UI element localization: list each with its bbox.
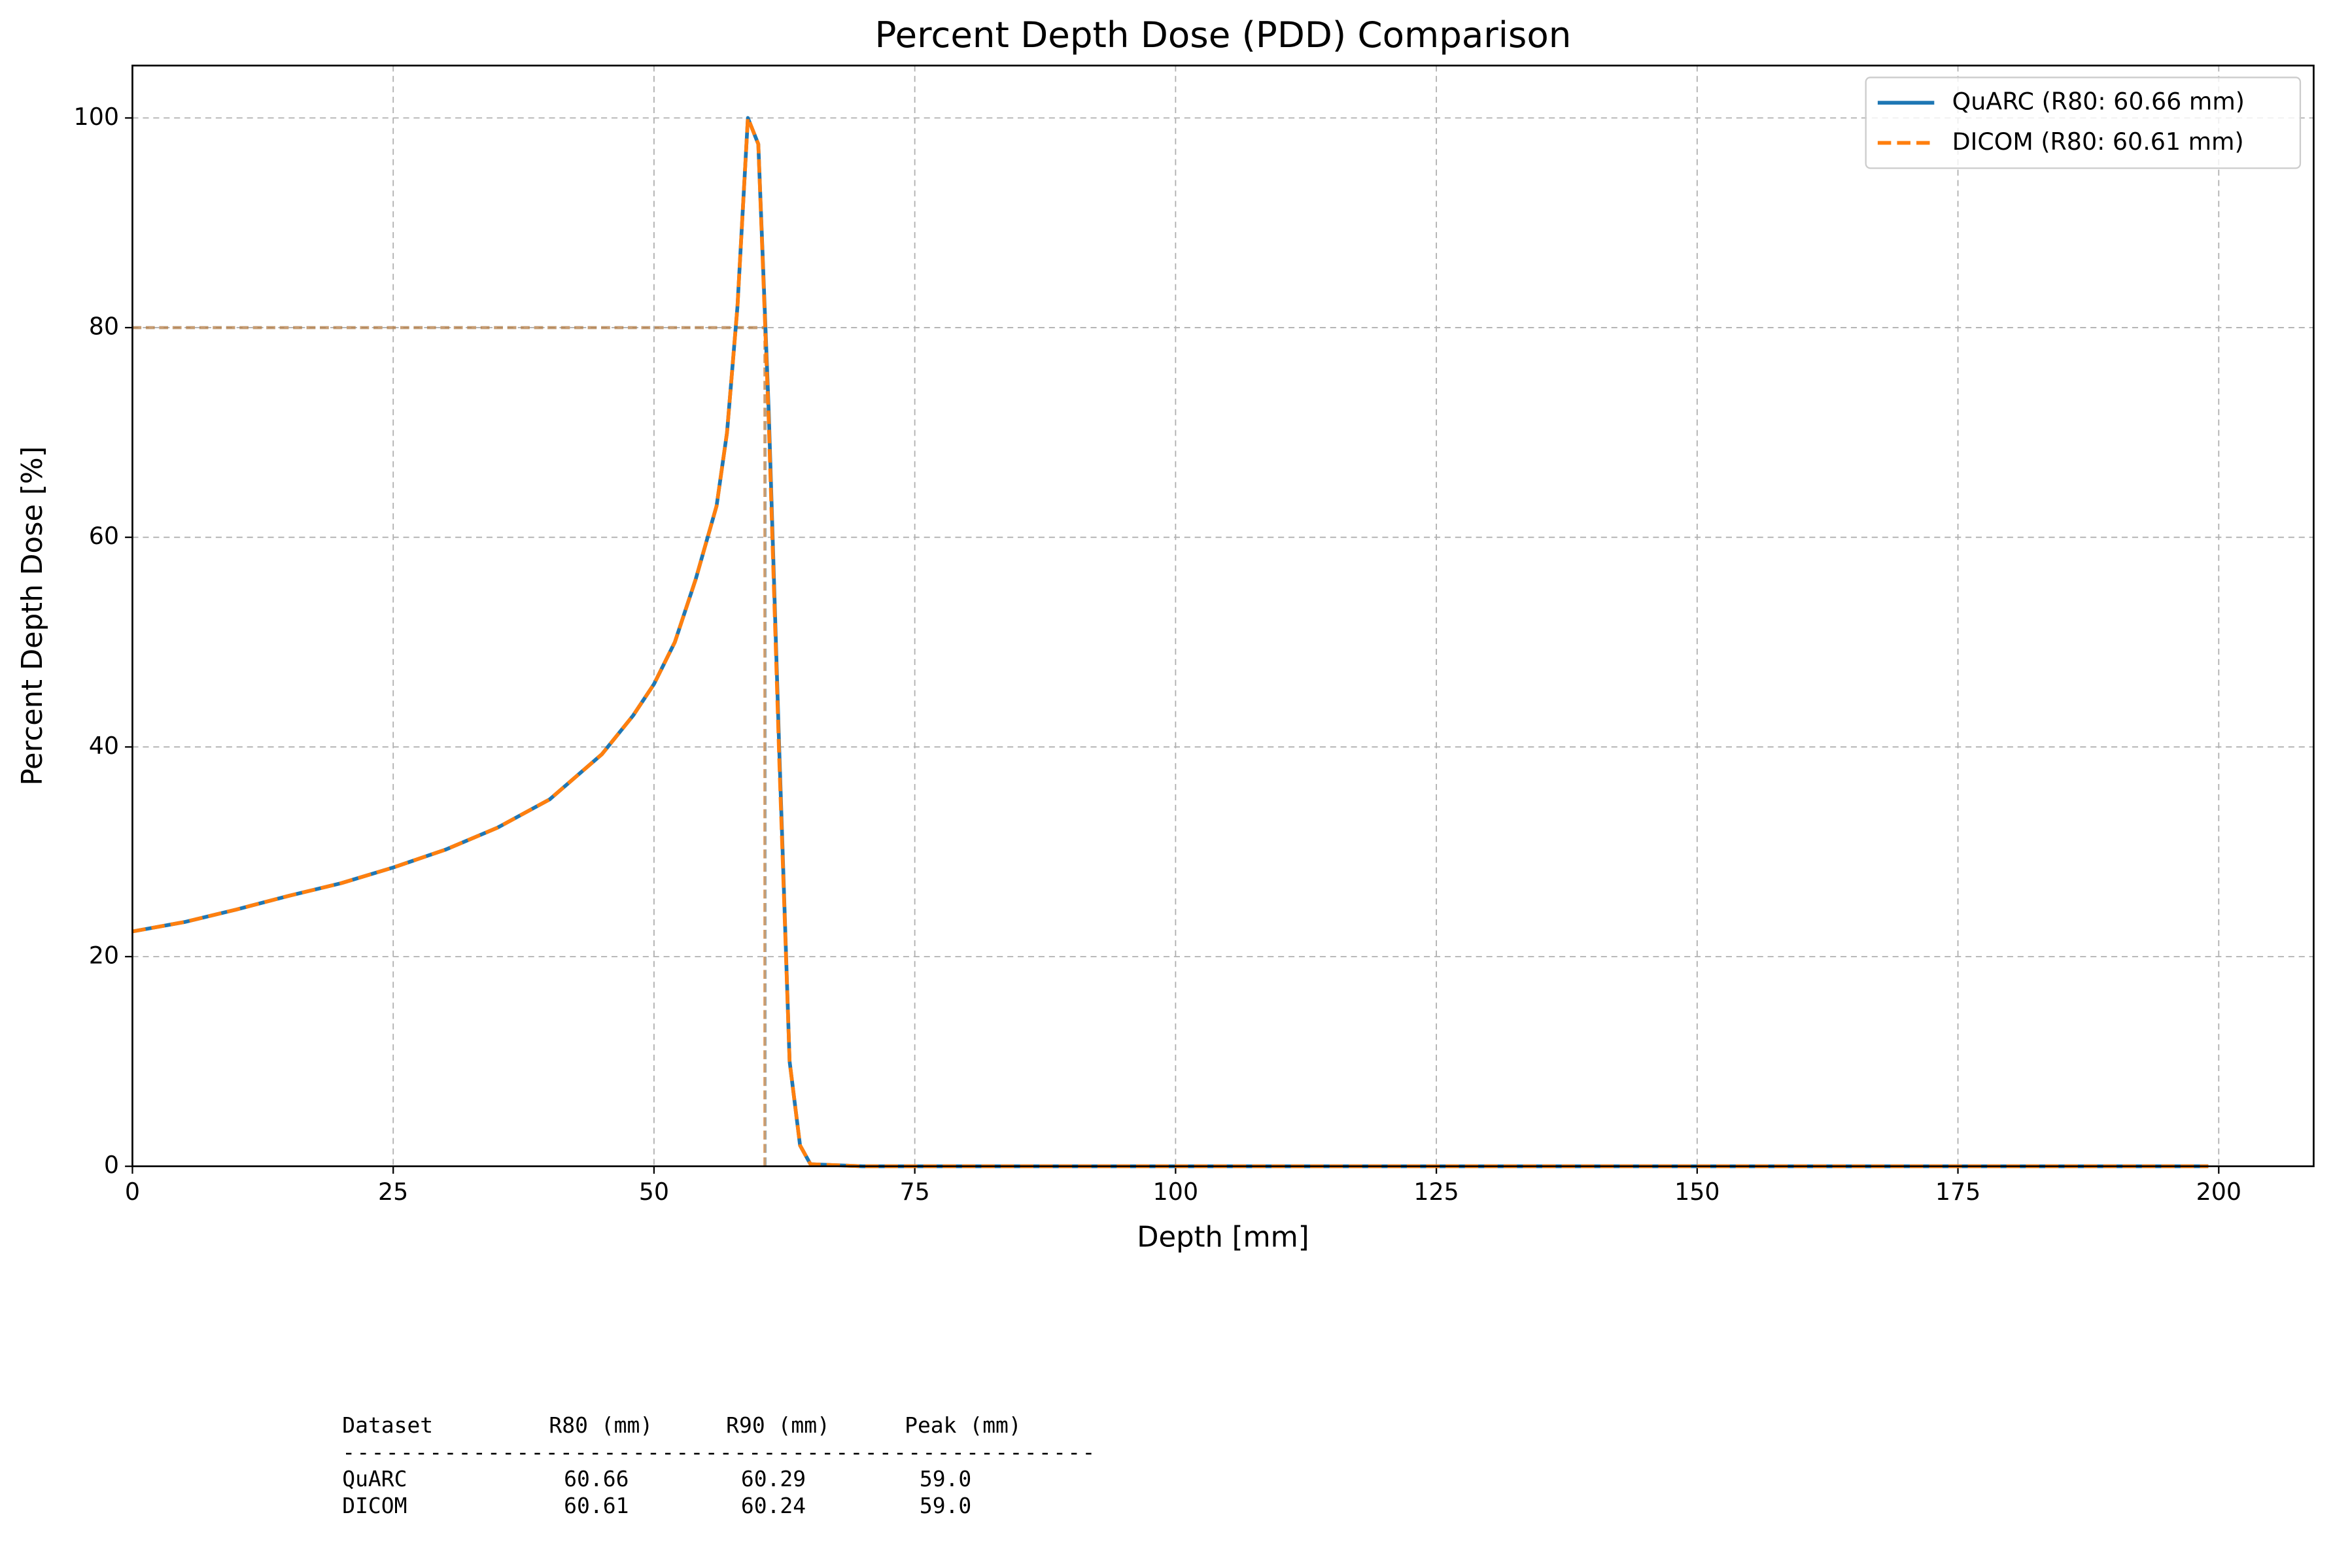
x-tick-label: 0 xyxy=(125,1178,140,1206)
x-tick-label: 75 xyxy=(899,1178,929,1206)
plot-frame xyxy=(131,64,2315,1168)
y-axis-label: Percent Depth Dose [%] xyxy=(16,446,49,785)
legend-box xyxy=(1865,77,2302,169)
x-tick-label: 100 xyxy=(1153,1178,1198,1206)
table-cell: 60.66 xyxy=(564,1466,629,1491)
series-line xyxy=(131,116,2209,1168)
legend-label: QuARC (R80: 60.66 mm) xyxy=(1952,88,2245,116)
x-tick-label: 50 xyxy=(639,1178,669,1206)
y-tick-label: 0 xyxy=(104,1151,119,1179)
x-tick-label: 200 xyxy=(2196,1178,2241,1206)
y-tick-label: 100 xyxy=(74,103,119,131)
y-tick-label: 80 xyxy=(89,313,119,341)
x-tick-label: 25 xyxy=(378,1178,408,1206)
x-tick-label: 150 xyxy=(1674,1178,1720,1206)
legend-label: DICOM (R80: 60.61 mm) xyxy=(1952,128,2244,156)
chart-title: Percent Depth Dose (PDD) Comparison xyxy=(875,14,1572,56)
table-cell: 59.0 xyxy=(920,1493,971,1518)
y-tick-label: 40 xyxy=(89,732,119,760)
table-header: Dataset xyxy=(342,1412,433,1438)
y-tick-label: 20 xyxy=(89,941,119,969)
table-cell: 59.0 xyxy=(920,1466,971,1491)
table-cell: DICOM xyxy=(342,1493,407,1518)
table-cell: QuARC xyxy=(342,1466,407,1491)
table-header: R80 (mm) xyxy=(549,1412,653,1438)
x-tick-label: 175 xyxy=(1935,1178,1980,1206)
x-axis-label: Depth [mm] xyxy=(1137,1221,1309,1254)
y-tick-label: 60 xyxy=(89,522,119,550)
table-cell: 60.61 xyxy=(564,1493,629,1518)
x-tick-label: 125 xyxy=(1413,1178,1459,1206)
table-header: R90 (mm) xyxy=(726,1412,830,1438)
table-cell: 60.29 xyxy=(741,1466,806,1491)
table-cell: 60.24 xyxy=(741,1493,806,1518)
table-header: Peak (mm) xyxy=(905,1412,1022,1438)
legend: QuARC (R80: 60.66 mm) DICOM (R80: 60.61 m… xyxy=(1865,77,2302,169)
